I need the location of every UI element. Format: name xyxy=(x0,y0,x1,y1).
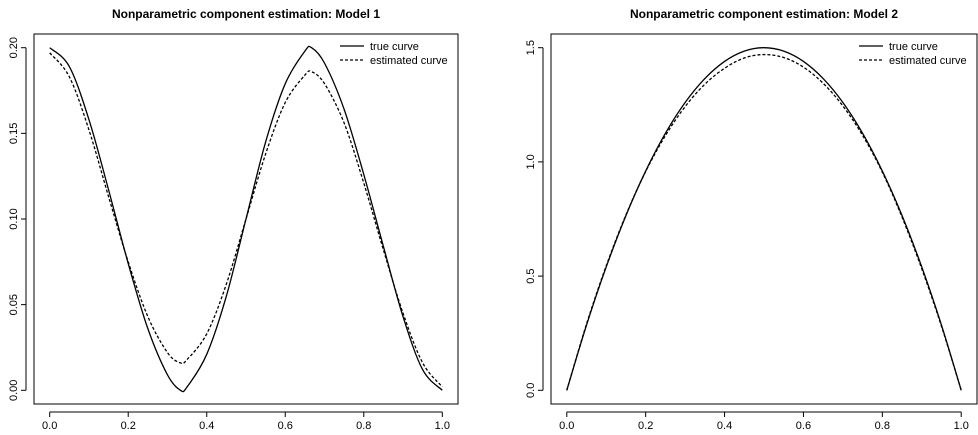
chart2-y-tick-label: 0.5 xyxy=(525,268,537,283)
chart1-plot-frame xyxy=(33,33,459,405)
chart1-x-tick-label: 1.0 xyxy=(435,420,450,432)
chart1-x-tick-label: 0.4 xyxy=(199,420,214,432)
chart2-plot-frame xyxy=(550,33,978,405)
chart2-x-tick-label: 0.8 xyxy=(875,420,890,432)
chart1-y-tick-label: 0.05 xyxy=(8,294,20,315)
chart2-title: Nonparametric component estimation: Mode… xyxy=(630,7,898,21)
chart1-legend-label: estimated curve xyxy=(370,55,448,67)
chart1-x-tick-label: 0.2 xyxy=(121,420,136,432)
chart2-x-tick-label: 0.2 xyxy=(638,420,653,432)
chart2-y-tick-label: 1.5 xyxy=(525,40,537,55)
chart1-y-tick-label: 0.15 xyxy=(8,123,20,144)
chart2-x-tick-label: 0.0 xyxy=(559,420,574,432)
chart2-x-tick-label: 0.6 xyxy=(796,420,811,432)
chart1-x-tick-label: 0.6 xyxy=(278,420,293,432)
chart1-x-tick-label: 0.0 xyxy=(42,420,57,432)
chart1-x-tick-label: 0.8 xyxy=(356,420,371,432)
chart1-y-tick-label: 0.10 xyxy=(8,208,20,229)
chart2-series-estimated-curve xyxy=(566,53,962,391)
chart1-series-estimated-curve xyxy=(49,52,443,388)
chart2-legend-label: true curve xyxy=(889,41,938,53)
chart2-x-tick-label: 1.0 xyxy=(954,420,969,432)
chart1-legend-label: true curve xyxy=(370,41,419,53)
chart1-title: Nonparametric component estimation: Mode… xyxy=(112,7,380,21)
chart1-y-tick-label: 0.20 xyxy=(8,37,20,58)
chart1-series-true-curve xyxy=(49,45,443,393)
chart2-legend-label: estimated curve xyxy=(889,55,967,67)
chart2-series-true-curve xyxy=(566,47,962,391)
chart2-y-tick-label: 1.0 xyxy=(525,154,537,169)
chart1-y-tick-label: 0.00 xyxy=(8,380,20,401)
chart2-x-tick-label: 0.4 xyxy=(717,420,732,432)
chart2-y-tick-label: 0.0 xyxy=(525,383,537,398)
